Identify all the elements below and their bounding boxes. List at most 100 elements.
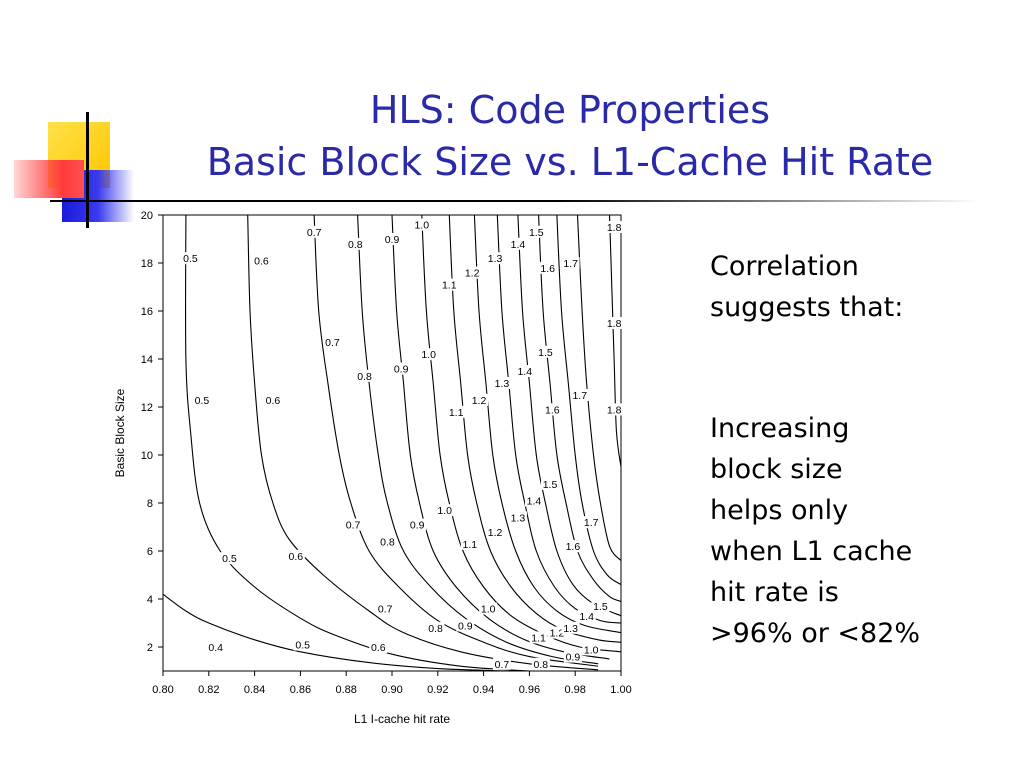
contour-label-bg <box>456 619 475 632</box>
x-tick-label: 0.84 <box>244 684 265 696</box>
contour-label: 1.8 <box>607 404 622 416</box>
contour-label: 1.1 <box>449 407 464 419</box>
y-tick-label: 12 <box>141 402 153 414</box>
contour-label-bg <box>463 266 482 279</box>
body-line: hit rate is <box>710 577 839 608</box>
contour-label-bg <box>492 377 511 389</box>
contour-label-bg <box>563 650 582 663</box>
contour-line-0.7 <box>313 215 599 667</box>
contour-label: 1.4 <box>579 611 594 623</box>
contour-label: 0.5 <box>222 553 237 565</box>
contour-label: 1.3 <box>563 623 578 635</box>
contour-label-bg <box>181 252 200 265</box>
side-text: Correlation suggests that: Increasing bl… <box>710 246 1010 654</box>
contour-label: 0.9 <box>566 652 581 664</box>
contour-label-bg <box>323 336 342 349</box>
contour-label-bg <box>412 218 431 231</box>
contour-label: 0.4 <box>208 642 223 654</box>
contour-label: 1.8 <box>607 318 622 330</box>
x-axis-label: L1 I-cache hit rate <box>354 712 450 726</box>
contour-label: 1.0 <box>414 220 429 232</box>
contour-line-0.5 <box>184 215 530 671</box>
contour-label: 0.9 <box>394 364 409 376</box>
contour-label-bg <box>561 621 580 634</box>
contour-label-bg <box>492 657 511 670</box>
contour-label: 0.7 <box>307 227 322 239</box>
side-text-line-1: Correlation <box>710 251 859 282</box>
title-line-2: Basic Block Size vs. L1-Cache Hit Rate <box>206 140 934 184</box>
contour-label-bg <box>486 252 505 265</box>
contour-label-bg <box>369 641 388 653</box>
contour-label: 0.9 <box>410 520 425 532</box>
contour-label-bg <box>515 365 534 377</box>
body-line: Increasing <box>710 413 850 444</box>
body-line: >96% or <82% <box>710 618 921 649</box>
contour-label-bg <box>435 504 454 517</box>
contour-label-bg <box>470 393 489 406</box>
contour-label: 0.8 <box>348 239 363 251</box>
contour-label-bg <box>529 631 548 644</box>
x-tick-label: 0.96 <box>519 684 540 696</box>
contour-label-bg <box>582 516 601 529</box>
contour-line-1.8 <box>608 215 621 468</box>
side-text-line-2: suggests that: <box>710 292 904 323</box>
contour-label: 0.6 <box>371 642 386 654</box>
x-tick-label: 0.88 <box>335 684 356 696</box>
contour-label-bg <box>605 403 624 416</box>
contour-label-bg <box>206 641 225 653</box>
contour-label: 1.1 <box>463 539 478 551</box>
y-tick-label: 4 <box>147 594 153 606</box>
contour-label-bg <box>252 254 271 267</box>
contour-label-bg <box>508 511 527 524</box>
contour-line-1.6 <box>556 215 621 586</box>
y-tick-label: 20 <box>141 210 153 222</box>
contour-label-bg <box>192 393 211 406</box>
contour-label: 1.5 <box>543 479 558 491</box>
contour-label-bg <box>293 638 312 651</box>
contour-label: 1.5 <box>593 601 608 613</box>
contour-label-bg <box>344 518 363 531</box>
contour-label: 1.4 <box>518 366 533 378</box>
contour-label: 1.7 <box>572 390 587 402</box>
body-line: block size <box>710 454 843 485</box>
contour-label-bg <box>408 518 427 531</box>
x-tick-label: 0.94 <box>473 684 494 696</box>
contour-label-bg <box>577 609 596 622</box>
x-tick-label: 0.86 <box>290 684 311 696</box>
contour-label-bg <box>220 552 239 565</box>
x-tick-label: 0.98 <box>564 684 585 696</box>
y-tick-label: 2 <box>147 642 153 654</box>
title-line-1: HLS: Code Properties <box>369 88 771 132</box>
contour-label-bg <box>582 643 601 656</box>
y-tick-label: 16 <box>141 306 153 318</box>
contour-label-bg <box>460 537 479 550</box>
contour-label: 1.0 <box>437 505 452 517</box>
contour-label: 1.5 <box>538 347 553 359</box>
contour-label: 1.2 <box>472 395 487 407</box>
contour-line-1.2 <box>473 215 621 634</box>
contour-label-bg <box>531 657 550 670</box>
contour-label-bg <box>346 237 365 250</box>
contour-label: 1.6 <box>566 541 581 553</box>
contour-label-bg <box>591 600 610 613</box>
title-rule <box>50 200 980 202</box>
contour-label: 0.7 <box>325 337 340 349</box>
contour-label: 0.7 <box>495 659 510 671</box>
y-tick-label: 14 <box>141 354 153 366</box>
contour-label-bg <box>447 405 466 418</box>
contour-line-1.7 <box>576 215 621 561</box>
contour-label: 0.8 <box>428 623 443 635</box>
body-line: helps only <box>710 495 849 526</box>
contour-label: 0.5 <box>195 395 210 407</box>
contour-label: 0.6 <box>254 256 269 268</box>
contour-label-bg <box>355 369 374 382</box>
contour-label-bg <box>378 535 397 548</box>
contour-label: 1.6 <box>545 404 560 416</box>
contour-label: 1.8 <box>607 222 622 234</box>
contour-label: 1.0 <box>421 349 436 361</box>
contour-label: 1.7 <box>563 258 578 270</box>
contour-label-bg <box>561 257 580 269</box>
x-tick-label: 0.92 <box>427 684 448 696</box>
contour-label-bg <box>536 345 555 358</box>
